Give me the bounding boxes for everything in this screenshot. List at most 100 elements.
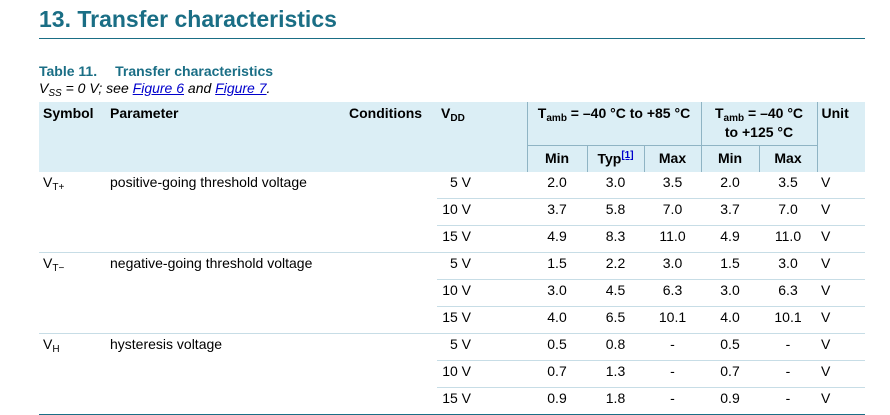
table-subtitle: VSS = 0 V; see Figure 6 and Figure 7. <box>39 80 271 99</box>
header-parameter: Parameter <box>106 102 345 172</box>
header-max: Max <box>643 145 701 172</box>
min-cell: 1.5 <box>527 252 587 280</box>
min-125-cell: 0.5 <box>701 333 759 361</box>
table-row: 10 V 0.7 1.3-0.7- V <box>39 360 866 388</box>
header-min: Min <box>526 145 587 172</box>
table-row: VH hysteresis voltage 5 V 0.5 0.8-0.5- V <box>39 333 866 361</box>
min-125-cell: 2.0 <box>701 172 759 199</box>
unit-cell: V <box>817 252 866 280</box>
figure-7-link[interactable]: Figure 7 <box>215 80 267 96</box>
typ-cell: 1.3 <box>587 360 644 388</box>
min-125-cell: 3.7 <box>701 198 759 226</box>
min-cell: 0.7 <box>527 360 587 388</box>
max-cell: 11.0 <box>644 225 701 253</box>
min-125-cell: 3.0 <box>701 279 759 307</box>
conditions-cell <box>345 361 437 388</box>
symbol-cell <box>39 387 106 415</box>
unit-cell: V <box>817 279 866 307</box>
vdd-cell: 15 V <box>437 225 527 253</box>
transfer-characteristics-table: Symbol Parameter Conditions VDD Tamb = –… <box>39 102 866 415</box>
parameter-cell <box>106 199 345 226</box>
max-125-cell: 6.3 <box>759 279 818 307</box>
symbol-cell <box>39 225 106 253</box>
max-125-cell: - <box>759 387 818 415</box>
max-125-cell: 3.0 <box>759 252 818 280</box>
max-cell: 3.5 <box>644 172 701 199</box>
symbol-cell <box>39 361 106 388</box>
max-125-cell: 11.0 <box>759 225 818 253</box>
parameter-cell: negative-going threshold voltage <box>110 255 313 271</box>
max-125-cell: 10.1 <box>759 306 818 334</box>
conditions-cell <box>345 199 437 226</box>
table-row: 15 V 4.0 6.5 10.1 4.0 10.1 V <box>39 306 866 334</box>
unit-cell: V <box>817 225 866 253</box>
parameter-cell <box>106 361 345 388</box>
vdd-cell: 5 V <box>437 172 527 199</box>
vdd-cell: 5 V <box>437 252 527 280</box>
min-cell: 0.9 <box>527 387 587 415</box>
typ-cell: 6.5 <box>587 306 644 334</box>
min-125-cell: 4.9 <box>701 225 759 253</box>
max-cell: 6.3 <box>644 279 701 307</box>
table-row: 15 V 4.9 8.3 11.0 4.9 11.0 V <box>39 225 866 253</box>
parameter-cell <box>106 306 345 334</box>
header-temp-range-125: Tamb = –40 °C to +125 °C <box>700 102 818 146</box>
symbol-cell: VT− <box>43 255 65 274</box>
table-row: 10 V 3.7 5.8 7.0 3.7 7.0 V <box>39 198 866 226</box>
max-125-cell: 7.0 <box>759 198 818 226</box>
vdd-cell: 15 V <box>437 306 527 334</box>
parameter-cell <box>106 280 345 307</box>
max-125-cell: 3.5 <box>759 172 818 199</box>
typ-cell: 1.8 <box>587 387 644 415</box>
symbol-cell: VT+ <box>43 174 65 193</box>
typ-cell: 2.2 <box>587 252 644 280</box>
unit-cell: V <box>817 306 866 334</box>
symbol-cell <box>39 306 106 334</box>
header-max-125: Max <box>758 145 818 172</box>
section-title: 13. Transfer characteristics <box>39 6 337 32</box>
max-cell: 3.0 <box>644 252 701 280</box>
typ-cell: 8.3 <box>587 225 644 253</box>
table-number: Table 11. <box>39 63 98 79</box>
vdd-cell: 5 V <box>437 333 527 361</box>
parameter-cell: positive-going threshold voltage <box>110 174 307 190</box>
max-cell: 7.0 <box>644 198 701 226</box>
conditions-cell <box>345 253 437 280</box>
min-cell: 2.0 <box>527 172 587 199</box>
table-row: VT+ positive-going threshold voltage 5 V 2.… <box>39 172 866 199</box>
min-cell: 4.0 <box>527 306 587 334</box>
section-divider <box>39 38 865 39</box>
header-conditions: Conditions <box>345 102 437 172</box>
min-125-cell: 4.0 <box>701 306 759 334</box>
unit-cell: V <box>817 360 866 388</box>
conditions-cell <box>345 306 437 334</box>
unit-cell: V <box>817 198 866 226</box>
conditions-cell <box>345 225 437 253</box>
table-title: Transfer characteristics <box>115 63 274 79</box>
conditions-cell <box>345 387 437 415</box>
vdd-cell: 10 V <box>437 360 527 388</box>
conditions-cell <box>345 280 437 307</box>
max-cell: - <box>644 360 701 388</box>
header-typ: Typ[1] <box>586 145 644 172</box>
figure-6-link[interactable]: Figure 6 <box>132 80 185 96</box>
table-row: VT− negative-going threshold voltage 5 V 1.… <box>39 252 866 280</box>
typ-cell: 3.0 <box>587 172 644 199</box>
max-cell: - <box>644 387 701 415</box>
min-cell: 4.9 <box>527 225 587 253</box>
header-vdd: VDD <box>437 102 527 172</box>
parameter-cell <box>106 225 345 253</box>
max-cell: 10.1 <box>644 306 701 334</box>
min-125-cell: 0.9 <box>701 387 759 415</box>
min-cell: 3.0 <box>527 279 587 307</box>
vdd-cell: 10 V <box>437 279 527 307</box>
min-cell: 3.7 <box>527 198 587 226</box>
max-cell: - <box>644 333 701 361</box>
parameter-cell <box>106 387 345 415</box>
max-125-cell: - <box>759 360 818 388</box>
header-min-125: Min <box>700 145 759 172</box>
header-symbol: Symbol <box>39 102 106 172</box>
unit-cell: V <box>817 333 866 361</box>
footnote-1-link[interactable]: [1] <box>621 150 634 161</box>
header-unit: Unit <box>816 102 866 172</box>
